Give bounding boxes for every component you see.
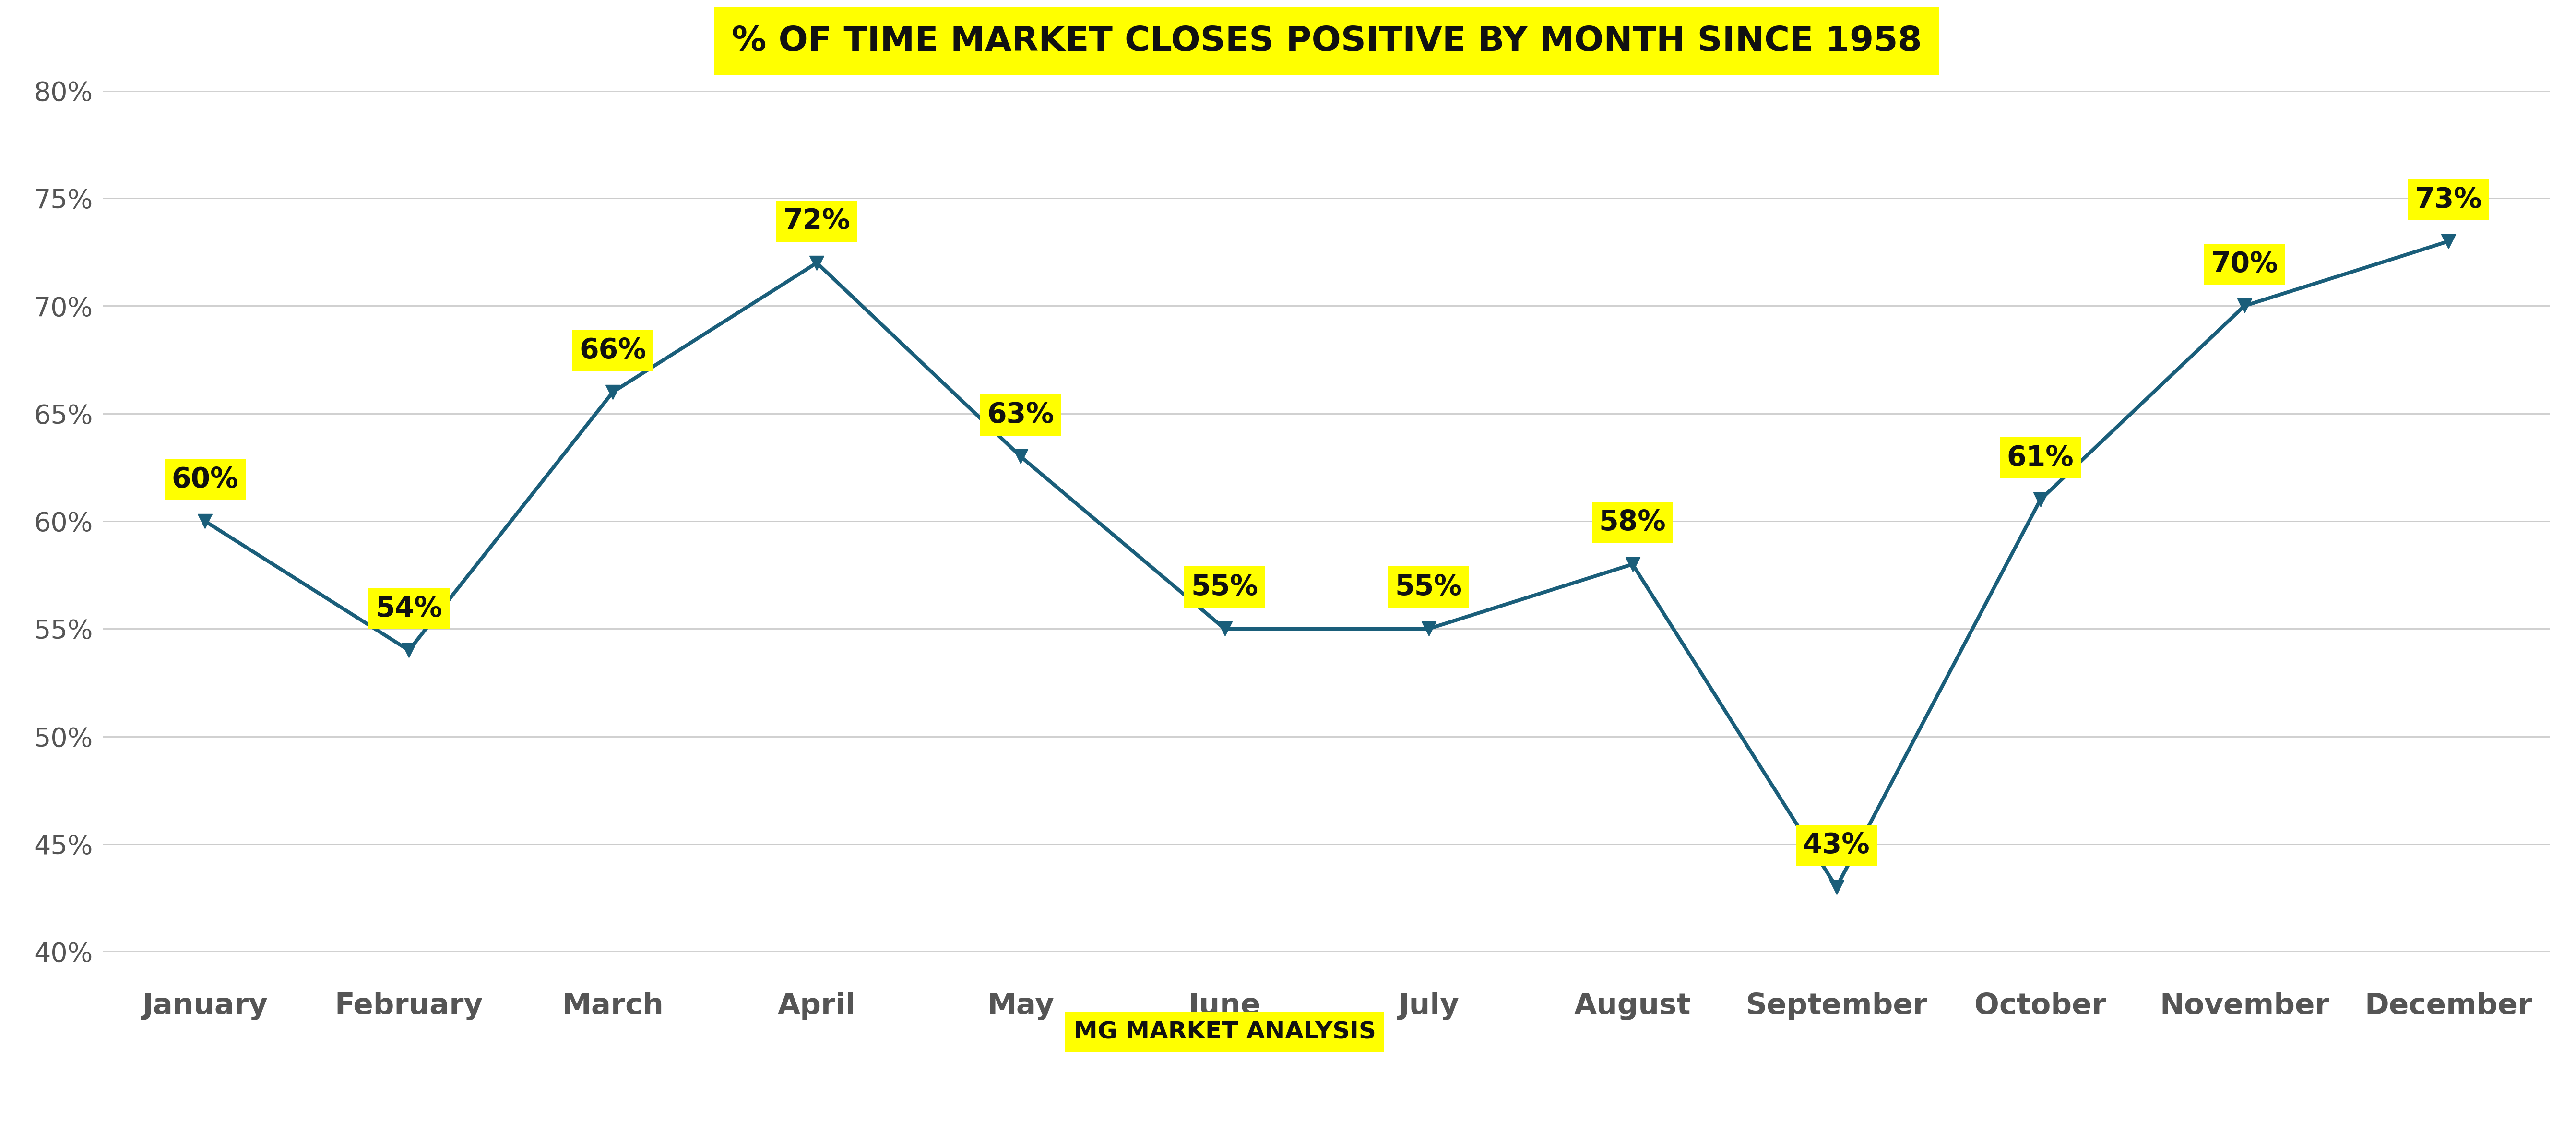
Text: 55%: 55% (1190, 573, 1257, 600)
Text: 61%: 61% (2007, 444, 2074, 471)
Text: 73%: 73% (2414, 186, 2481, 213)
Title: % OF TIME MARKET CLOSES POSITIVE BY MONTH SINCE 1958: % OF TIME MARKET CLOSES POSITIVE BY MONT… (732, 25, 1922, 58)
Text: 58%: 58% (1600, 509, 1667, 536)
Text: 43%: 43% (1803, 832, 1870, 859)
Text: MG MARKET ANALYSIS: MG MARKET ANALYSIS (1074, 1021, 1376, 1043)
Text: 54%: 54% (376, 595, 443, 622)
Text: 55%: 55% (1396, 573, 1463, 600)
Text: 72%: 72% (783, 207, 850, 235)
Text: 66%: 66% (580, 337, 647, 364)
Text: 70%: 70% (2210, 250, 2277, 278)
Text: 60%: 60% (173, 466, 240, 493)
Text: 63%: 63% (987, 401, 1054, 428)
